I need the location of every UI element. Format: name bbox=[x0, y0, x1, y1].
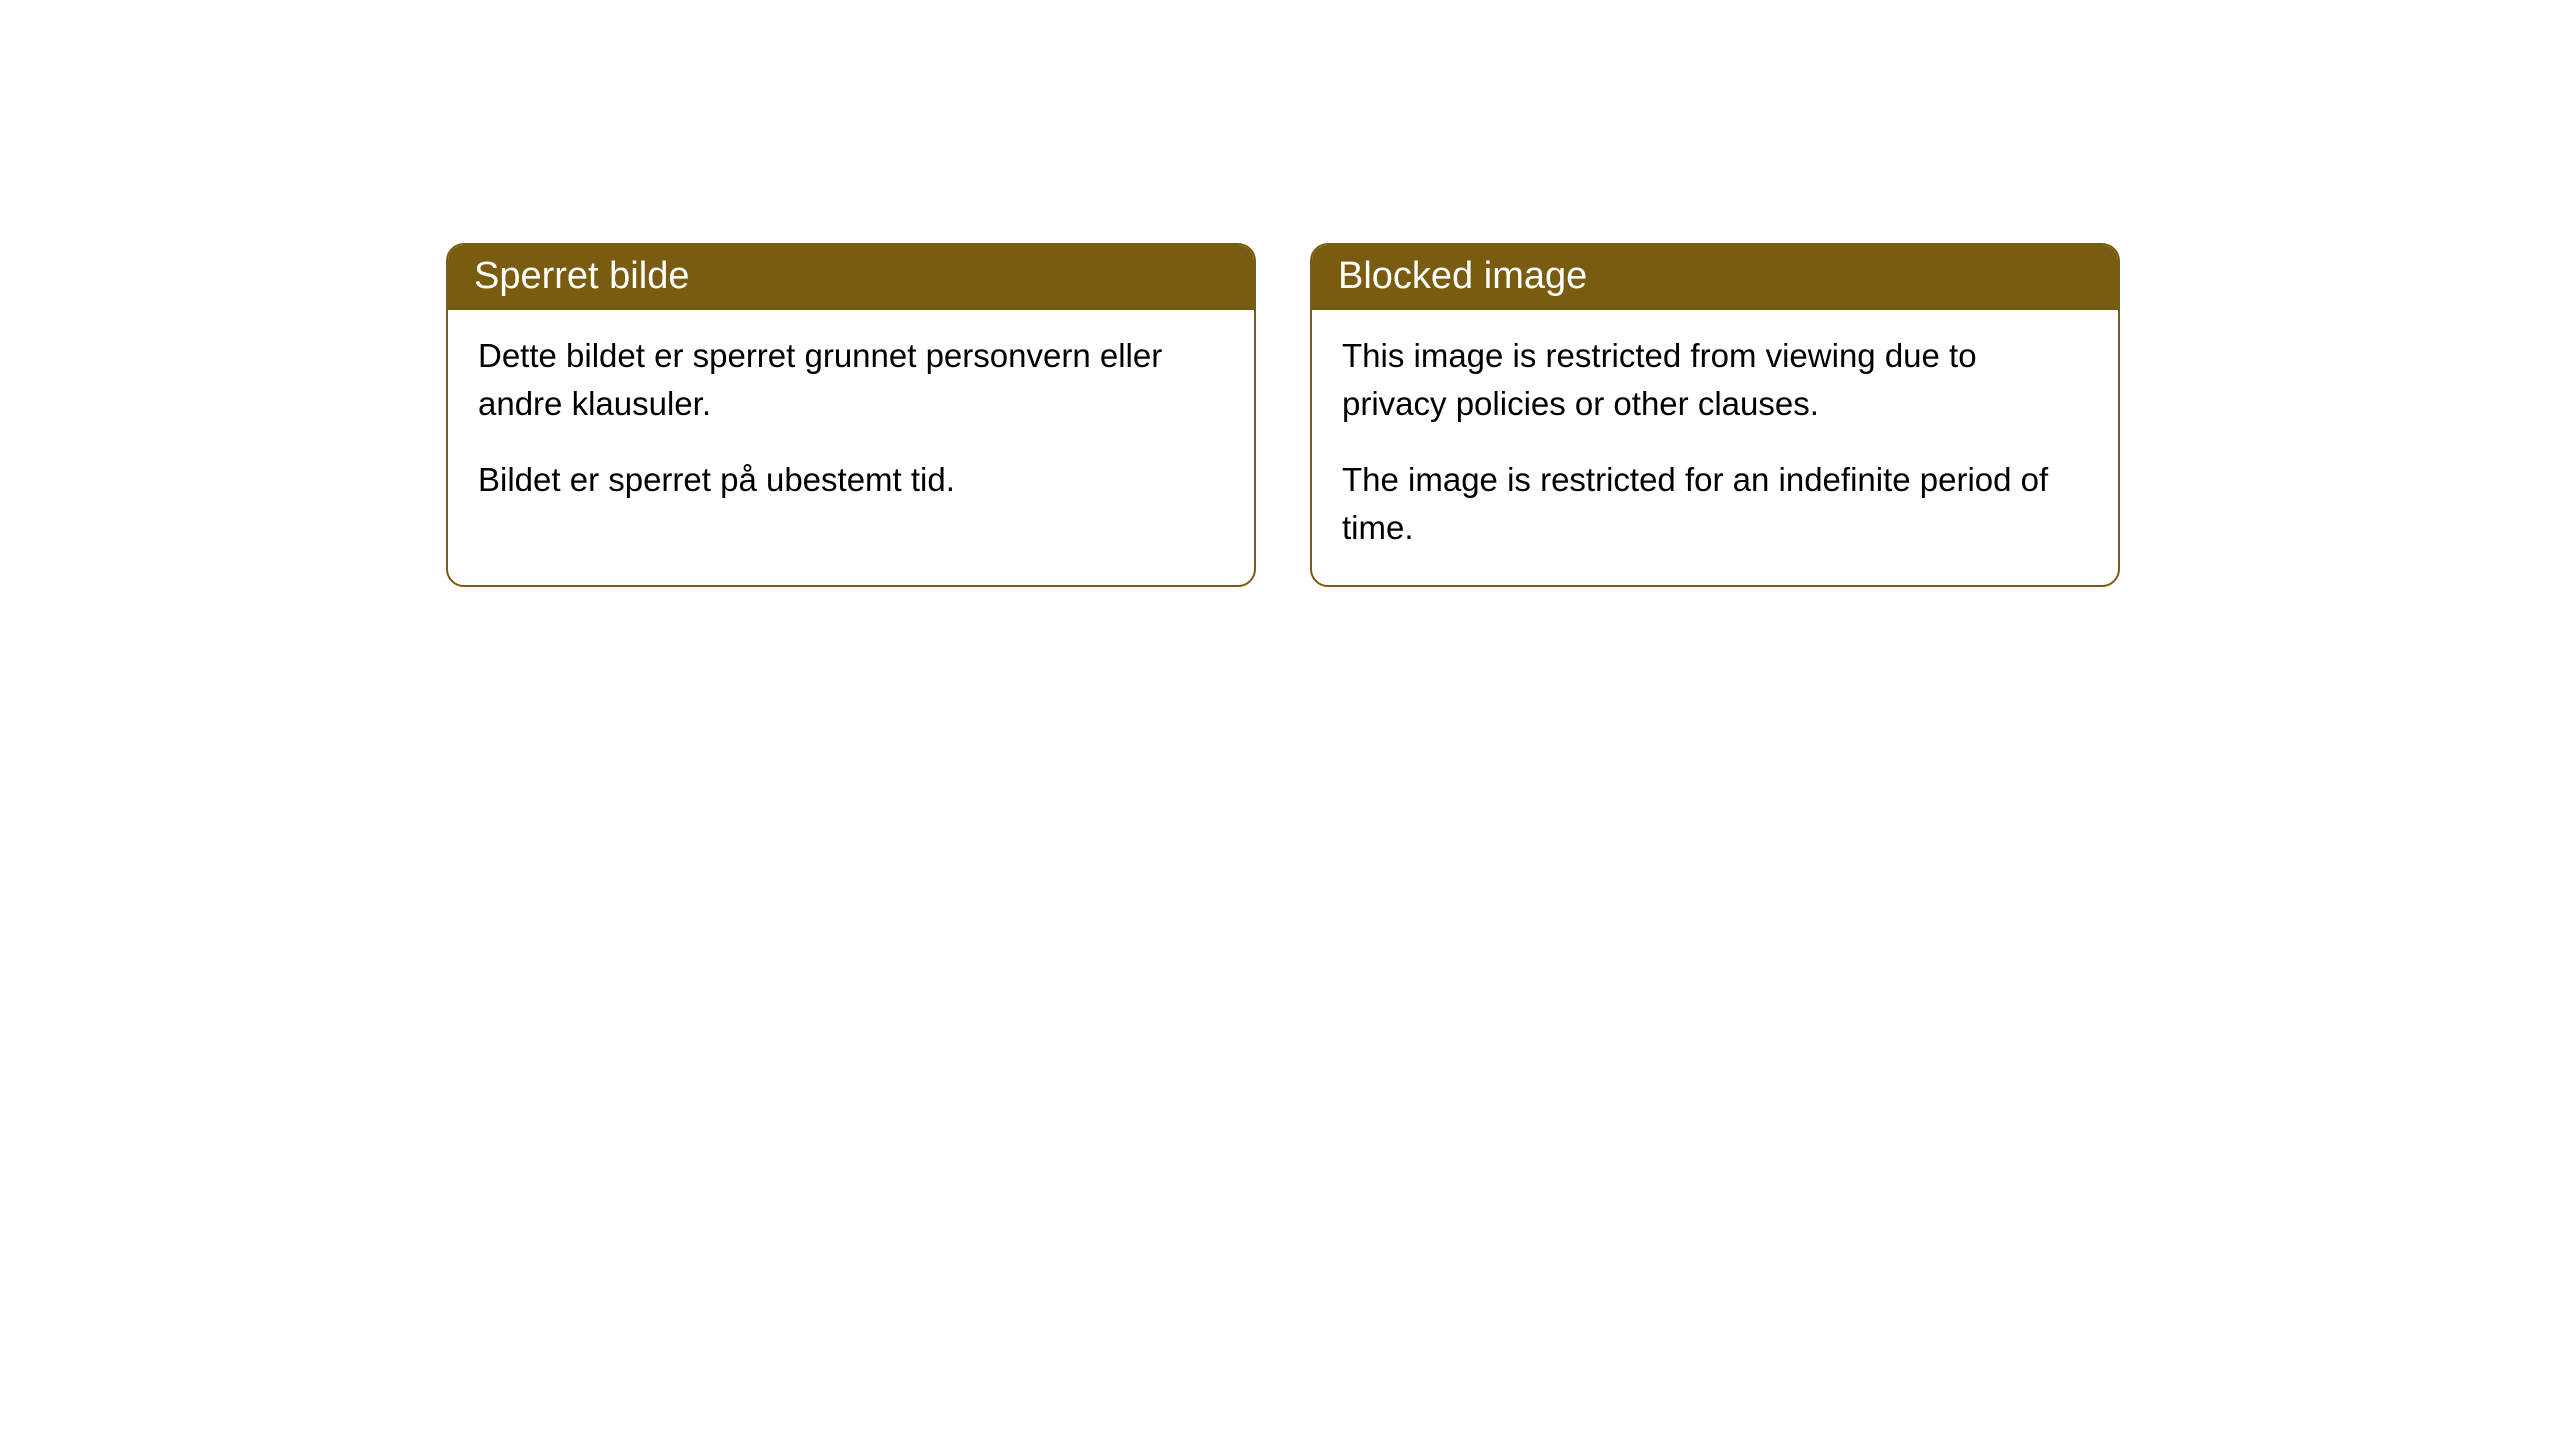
card-header: Blocked image bbox=[1312, 245, 2118, 310]
notice-cards-container: Sperret bilde Dette bildet er sperret gr… bbox=[0, 0, 2560, 587]
card-paragraph: Bildet er sperret på ubestemt tid. bbox=[478, 456, 1224, 504]
card-title: Sperret bilde bbox=[474, 255, 689, 297]
card-paragraph: The image is restricted for an indefinit… bbox=[1342, 456, 2088, 552]
card-body: Dette bildet er sperret grunnet personve… bbox=[448, 310, 1254, 538]
card-paragraph: This image is restricted from viewing du… bbox=[1342, 332, 2088, 428]
notice-card-english: Blocked image This image is restricted f… bbox=[1310, 243, 2120, 587]
card-paragraph: Dette bildet er sperret grunnet personve… bbox=[478, 332, 1224, 428]
card-body: This image is restricted from viewing du… bbox=[1312, 310, 2118, 585]
card-title: Blocked image bbox=[1338, 255, 1587, 297]
card-header: Sperret bilde bbox=[448, 245, 1254, 310]
notice-card-norwegian: Sperret bilde Dette bildet er sperret gr… bbox=[446, 243, 1256, 587]
